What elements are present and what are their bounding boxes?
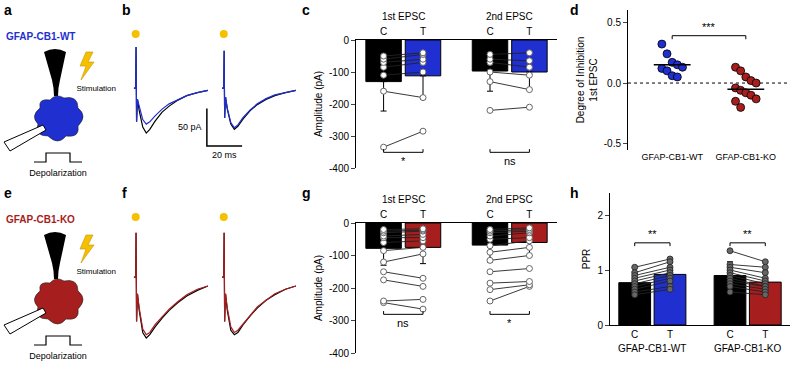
svg-text:-100: -100 (329, 250, 349, 261)
svg-text:0.0: 0.0 (607, 78, 621, 89)
svg-text:-100: -100 (329, 67, 349, 78)
svg-text:C: C (380, 209, 387, 220)
svg-text:Amplitude (pA): Amplitude (pA) (313, 255, 324, 321)
html-text:e: e (4, 185, 12, 201)
svg-text:GFAP-CB1-KO: GFAP-CB1-KO (714, 343, 781, 354)
svg-text:**: ** (743, 228, 752, 240)
svg-text:-300: -300 (329, 315, 349, 326)
svg-text:GFAP-CB1-KO: GFAP-CB1-KO (716, 152, 777, 162)
svg-text:Amplitude (pA): Amplitude (pA) (313, 71, 324, 137)
html-text:d: d (570, 2, 579, 18)
html-text:c: c (302, 2, 310, 18)
svg-text:T: T (762, 329, 768, 340)
svg-text:Stimulation: Stimulation (76, 84, 116, 93)
svg-text:Stimulation: Stimulation (76, 267, 116, 276)
svg-text:GFAP-CB1-KO: GFAP-CB1-KO (6, 214, 75, 225)
svg-text:GFAP-CB1-WT: GFAP-CB1-WT (6, 31, 75, 42)
svg-text:1st EPSC: 1st EPSC (382, 11, 425, 22)
svg-text:2nd EPSC: 2nd EPSC (486, 194, 533, 205)
svg-text:T: T (526, 209, 532, 220)
svg-text:2: 2 (597, 210, 603, 221)
html-text:b: b (122, 2, 131, 18)
svg-text:50 pA: 50 pA (178, 122, 202, 132)
svg-text:T: T (667, 329, 673, 340)
svg-text:*: * (507, 317, 512, 329)
svg-text:C: C (631, 329, 638, 340)
svg-text:T: T (420, 26, 426, 37)
html-text:a: a (4, 2, 12, 18)
svg-text:C: C (726, 329, 733, 340)
svg-text:-400: -400 (329, 348, 349, 359)
html-text:f: f (122, 185, 127, 201)
svg-text:Depolarization: Depolarization (29, 351, 87, 361)
svg-text:0.5: 0.5 (607, 17, 621, 28)
svg-text:C: C (380, 26, 387, 37)
svg-text:-300: -300 (329, 131, 349, 142)
svg-text:GFAP-CB1-WT: GFAP-CB1-WT (618, 343, 686, 354)
svg-text:0: 0 (597, 320, 603, 331)
svg-text:-0.5: -0.5 (604, 138, 622, 149)
html-text:g: g (302, 185, 311, 201)
svg-text:1st EPSC: 1st EPSC (382, 194, 425, 205)
svg-text:ns: ns (397, 317, 409, 329)
svg-text:20 ms: 20 ms (212, 150, 237, 160)
svg-text:C: C (486, 26, 493, 37)
svg-text:-200: -200 (329, 99, 349, 110)
svg-text:T: T (420, 209, 426, 220)
svg-text:-200: -200 (329, 283, 349, 294)
svg-text:ns: ns (504, 155, 516, 167)
svg-text:PPR: PPR (581, 249, 592, 270)
svg-text:1: 1 (597, 265, 603, 276)
svg-text:0: 0 (343, 218, 349, 229)
svg-text:GFAP-CB1-WT: GFAP-CB1-WT (641, 152, 703, 162)
svg-text:Degree of Inhibition1st EPSC: Degree of Inhibition1st EPSC (575, 37, 599, 124)
svg-text:0: 0 (343, 35, 349, 46)
svg-text:-400: -400 (329, 163, 349, 174)
svg-text:2nd EPSC: 2nd EPSC (486, 11, 533, 22)
svg-text:Depolarization: Depolarization (29, 168, 87, 178)
svg-text:***: *** (702, 21, 716, 33)
svg-text:**: ** (648, 228, 657, 240)
svg-text:T: T (526, 26, 532, 37)
svg-text:C: C (486, 209, 493, 220)
html-text:h: h (570, 185, 579, 201)
svg-text:*: * (401, 155, 406, 167)
